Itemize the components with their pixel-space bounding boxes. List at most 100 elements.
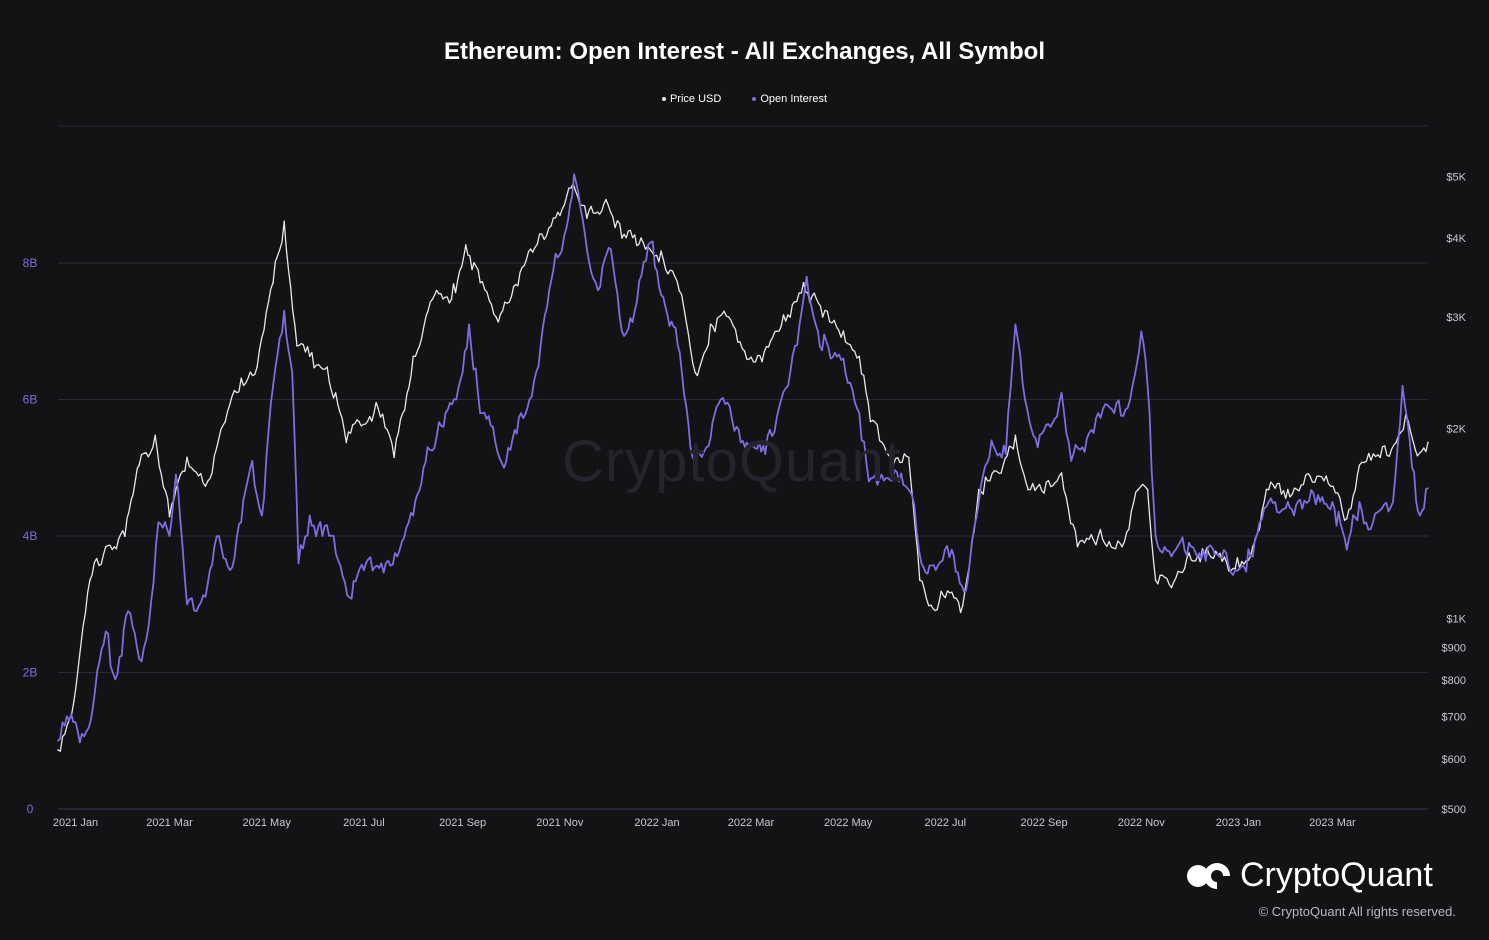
point-price-usd bbox=[1330, 485, 1332, 487]
brand-name: CryptoQuant bbox=[1240, 856, 1433, 894]
point-price-usd bbox=[858, 355, 861, 358]
point-open-interest bbox=[104, 630, 107, 633]
point-open-interest bbox=[396, 555, 399, 558]
point-open-interest bbox=[1188, 542, 1190, 544]
point-open-interest bbox=[1381, 507, 1383, 510]
point-open-interest bbox=[842, 357, 845, 360]
x-tick-label: 2021 Jul bbox=[343, 817, 385, 829]
point-price-usd bbox=[512, 285, 515, 288]
point-open-interest bbox=[1005, 453, 1007, 455]
point-open-interest bbox=[503, 466, 505, 469]
point-price-usd bbox=[869, 420, 872, 423]
point-price-usd bbox=[240, 377, 242, 380]
point-price-usd bbox=[694, 371, 697, 374]
point-open-interest bbox=[1097, 412, 1100, 414]
chart-title: Ethereum: Open Interest - All Exchanges,… bbox=[443, 38, 1046, 65]
x-tick-label: 2021 Sep bbox=[439, 817, 486, 829]
point-open-interest bbox=[81, 733, 83, 735]
legend-item-price[interactable]: Price USD bbox=[661, 93, 722, 105]
point-price-usd bbox=[206, 480, 209, 482]
point-open-interest bbox=[934, 569, 937, 571]
right-tick-label: $600 bbox=[1442, 754, 1466, 766]
copyright-text: © CryptoQuant All rights reserved. bbox=[1258, 904, 1456, 919]
point-price-usd bbox=[104, 545, 107, 548]
point-open-interest bbox=[597, 289, 599, 292]
point-open-interest bbox=[539, 344, 542, 346]
point-open-interest bbox=[479, 412, 481, 414]
right-tick-label: $1K bbox=[1446, 614, 1466, 626]
point-open-interest bbox=[898, 480, 900, 483]
point-price-usd bbox=[605, 198, 607, 201]
right-axis-ticks: $500 $600 $700 $800 $900 $1K $2K $3K $4K $5K bbox=[1442, 172, 1467, 816]
point-open-interest bbox=[1331, 501, 1334, 503]
point-price-usd bbox=[1395, 441, 1397, 444]
point-price-usd bbox=[1060, 472, 1063, 474]
point-open-interest bbox=[57, 739, 59, 742]
point-open-interest bbox=[565, 228, 567, 230]
point-price-usd bbox=[450, 298, 453, 301]
point-open-interest bbox=[114, 678, 117, 681]
point-price-usd bbox=[326, 366, 329, 368]
legend-dot-open-interest bbox=[752, 97, 757, 102]
point-open-interest bbox=[492, 426, 494, 428]
point-open-interest bbox=[1060, 391, 1063, 394]
point-open-interest bbox=[750, 446, 752, 449]
point-price-usd bbox=[1154, 579, 1157, 582]
point-open-interest bbox=[363, 569, 365, 571]
x-tick-label: 2022 Mar bbox=[728, 817, 775, 829]
point-price-usd bbox=[1234, 567, 1237, 570]
point-open-interest bbox=[1014, 323, 1017, 326]
point-open-interest bbox=[1419, 514, 1421, 517]
point-open-interest bbox=[251, 460, 254, 462]
point-price-usd bbox=[283, 220, 286, 223]
point-open-interest bbox=[1392, 501, 1394, 503]
point-open-interest bbox=[1427, 487, 1429, 490]
point-open-interest bbox=[442, 426, 445, 428]
point-open-interest bbox=[1267, 501, 1270, 503]
point-open-interest bbox=[965, 589, 967, 592]
point-open-interest bbox=[990, 439, 993, 442]
point-price-usd bbox=[1137, 488, 1139, 491]
point-open-interest bbox=[1081, 446, 1084, 449]
point-price-usd bbox=[621, 237, 623, 239]
gridlines bbox=[58, 125, 1428, 810]
point-price-usd bbox=[224, 420, 227, 423]
point-open-interest bbox=[1369, 528, 1372, 530]
point-open-interest bbox=[920, 562, 923, 565]
point-open-interest bbox=[186, 603, 188, 606]
right-tick-label: $2K bbox=[1446, 423, 1466, 435]
brand-logo: CryptoQuant bbox=[1186, 856, 1433, 895]
point-price-usd bbox=[1000, 472, 1002, 474]
point-price-usd bbox=[1345, 517, 1348, 520]
point-open-interest bbox=[261, 514, 263, 517]
point-open-interest bbox=[1129, 398, 1131, 401]
point-open-interest bbox=[829, 357, 832, 360]
point-open-interest bbox=[1401, 385, 1404, 387]
point-open-interest bbox=[468, 323, 470, 326]
point-price-usd bbox=[89, 579, 91, 582]
point-open-interest bbox=[528, 398, 531, 401]
point-open-interest bbox=[138, 658, 141, 660]
point-open-interest bbox=[868, 480, 870, 483]
point-open-interest bbox=[586, 248, 588, 251]
point-open-interest bbox=[858, 412, 861, 414]
left-axis-ticks: 0 2B 4B 6B 8B bbox=[23, 256, 38, 816]
point-price-usd bbox=[761, 360, 763, 363]
left-tick-label: 2B bbox=[23, 666, 38, 680]
point-open-interest bbox=[1036, 446, 1039, 449]
point-open-interest bbox=[148, 623, 150, 626]
point-price-usd bbox=[919, 579, 921, 582]
point-price-usd bbox=[570, 187, 572, 189]
point-open-interest bbox=[1140, 330, 1143, 333]
point-price-usd bbox=[1414, 448, 1417, 451]
point-price-usd bbox=[1170, 586, 1173, 589]
cryptoquant-logo-icon bbox=[1187, 862, 1232, 891]
legend-item-open-interest[interactable]: Open Interest bbox=[752, 93, 827, 105]
right-tick-label: $700 bbox=[1442, 712, 1466, 724]
point-price-usd bbox=[296, 345, 298, 347]
point-price-usd bbox=[1379, 456, 1382, 459]
point-open-interest bbox=[621, 330, 623, 333]
point-price-usd bbox=[944, 596, 947, 599]
legend-label-price: Price USD bbox=[669, 93, 722, 105]
